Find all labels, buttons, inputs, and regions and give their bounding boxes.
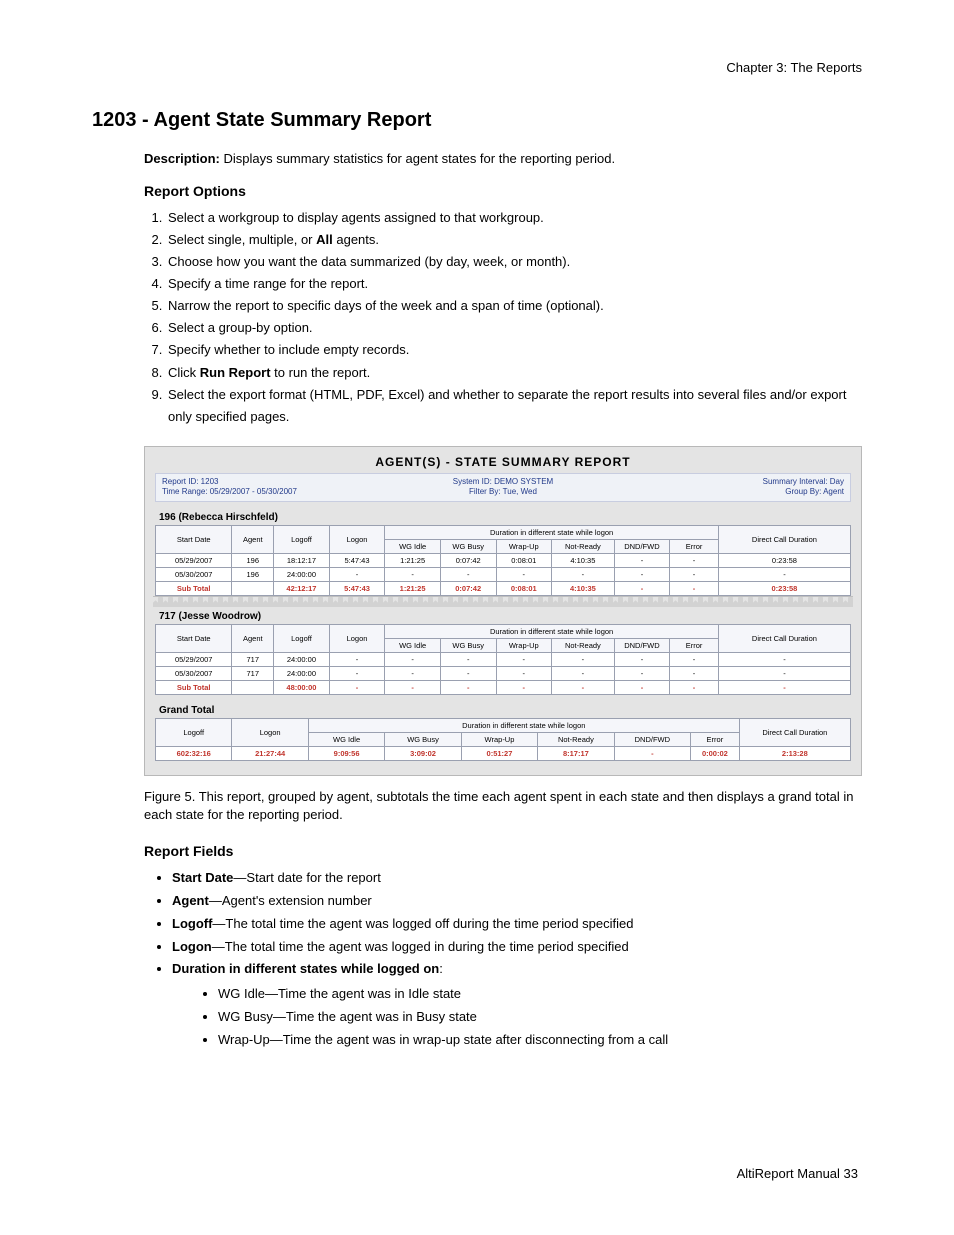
agent-table: Start DateAgentLogoffLogonDuration in di… [155,624,851,695]
running-head: Chapter 3: The Reports [92,60,862,75]
meta-time-range: Time Range: 05/29/2007 - 05/30/2007 [162,487,389,497]
description-text: Displays summary statistics for agent st… [220,151,615,166]
subtotal-row: Sub Total48:00:00-------- [156,680,851,694]
grand-total-label: Grand Total [159,705,851,716]
torn-edge [153,596,853,607]
report-option-item: Narrow the report to specific days of th… [166,295,862,317]
report-options-heading: Report Options [144,183,862,199]
table-row: 05/30/200771724:00:00-------- [156,666,851,680]
description-label: Description: [144,151,220,166]
agent-label: 717 (Jesse Woodrow) [159,611,851,622]
report-option-item: Choose how you want the data summarized … [166,251,862,273]
subtotal-row: Sub Total42:12:175:47:431:21:250:07:420:… [156,581,851,595]
report-option-item: Specify a time range for the report. [166,273,862,295]
report-field-item: Logon—The total time the agent was logge… [172,936,862,959]
report-option-item: Select a group-by option. [166,317,862,339]
duration-sub-item: WG Idle—Time the agent was in Idle state [218,983,862,1006]
report-field-duration: Duration in different states while logge… [172,958,862,1051]
report-option-item: Click Run Report to run the report. [166,362,862,384]
grand-total-row: 602:32:1621:27:449:09:563:09:020:51:278:… [156,746,851,760]
report-option-item: Select the export format (HTML, PDF, Exc… [166,384,862,428]
table-row: 05/30/200719624:00:00-------- [156,567,851,581]
report-option-item: Specify whether to include empty records… [166,339,862,361]
report-title: AGENT(S) - STATE SUMMARY REPORT [155,455,851,469]
agent-label: 196 (Rebecca Hirschfeld) [159,512,851,523]
agent-table: Start DateAgentLogoffLogonDuration in di… [155,525,851,596]
report-fields-list: Start Date—Start date for the reportAgen… [144,867,862,1051]
figure-caption-label: Figure 5. [144,789,195,804]
figure-caption-text: This report, grouped by agent, subtotals… [144,789,853,823]
figure-caption: Figure 5. This report, grouped by agent,… [144,788,862,826]
report-meta: Report ID: 1203 System ID: DEMO SYSTEM S… [155,473,851,502]
report-screenshot: AGENT(S) - STATE SUMMARY REPORT Report I… [144,446,862,776]
page-title: 1203 - Agent State Summary Report [92,109,862,132]
meta-filter-by: Filter By: Tue, Wed [389,487,616,497]
report-option-item: Select single, multiple, or All agents. [166,229,862,251]
meta-report-id: Report ID: 1203 [162,477,389,487]
report-fields-heading: Report Fields [144,843,862,859]
meta-system-id: System ID: DEMO SYSTEM [389,477,616,487]
report-field-item: Logoff—The total time the agent was logg… [172,913,862,936]
report-options-list: Select a workgroup to display agents ass… [144,207,862,428]
page-footer: AltiReport Manual 33 [737,1166,858,1181]
report-field-item: Agent—Agent's extension number [172,890,862,913]
description: Description: Displays summary statistics… [144,150,862,169]
meta-group-by: Group By: Agent [617,487,844,497]
meta-summary-interval: Summary Interval: Day [617,477,844,487]
report-option-item: Select a workgroup to display agents ass… [166,207,862,229]
duration-sub-item: Wrap-Up—Time the agent was in wrap-up st… [218,1029,862,1052]
report-field-item: Start Date—Start date for the report [172,867,862,890]
grand-total-table: LogoffLogonDuration in different state w… [155,718,851,761]
table-row: 05/29/200771724:00:00-------- [156,652,851,666]
duration-sub-item: WG Busy—Time the agent was in Busy state [218,1006,862,1029]
table-row: 05/29/200719618:12:175:47:431:21:250:07:… [156,553,851,567]
